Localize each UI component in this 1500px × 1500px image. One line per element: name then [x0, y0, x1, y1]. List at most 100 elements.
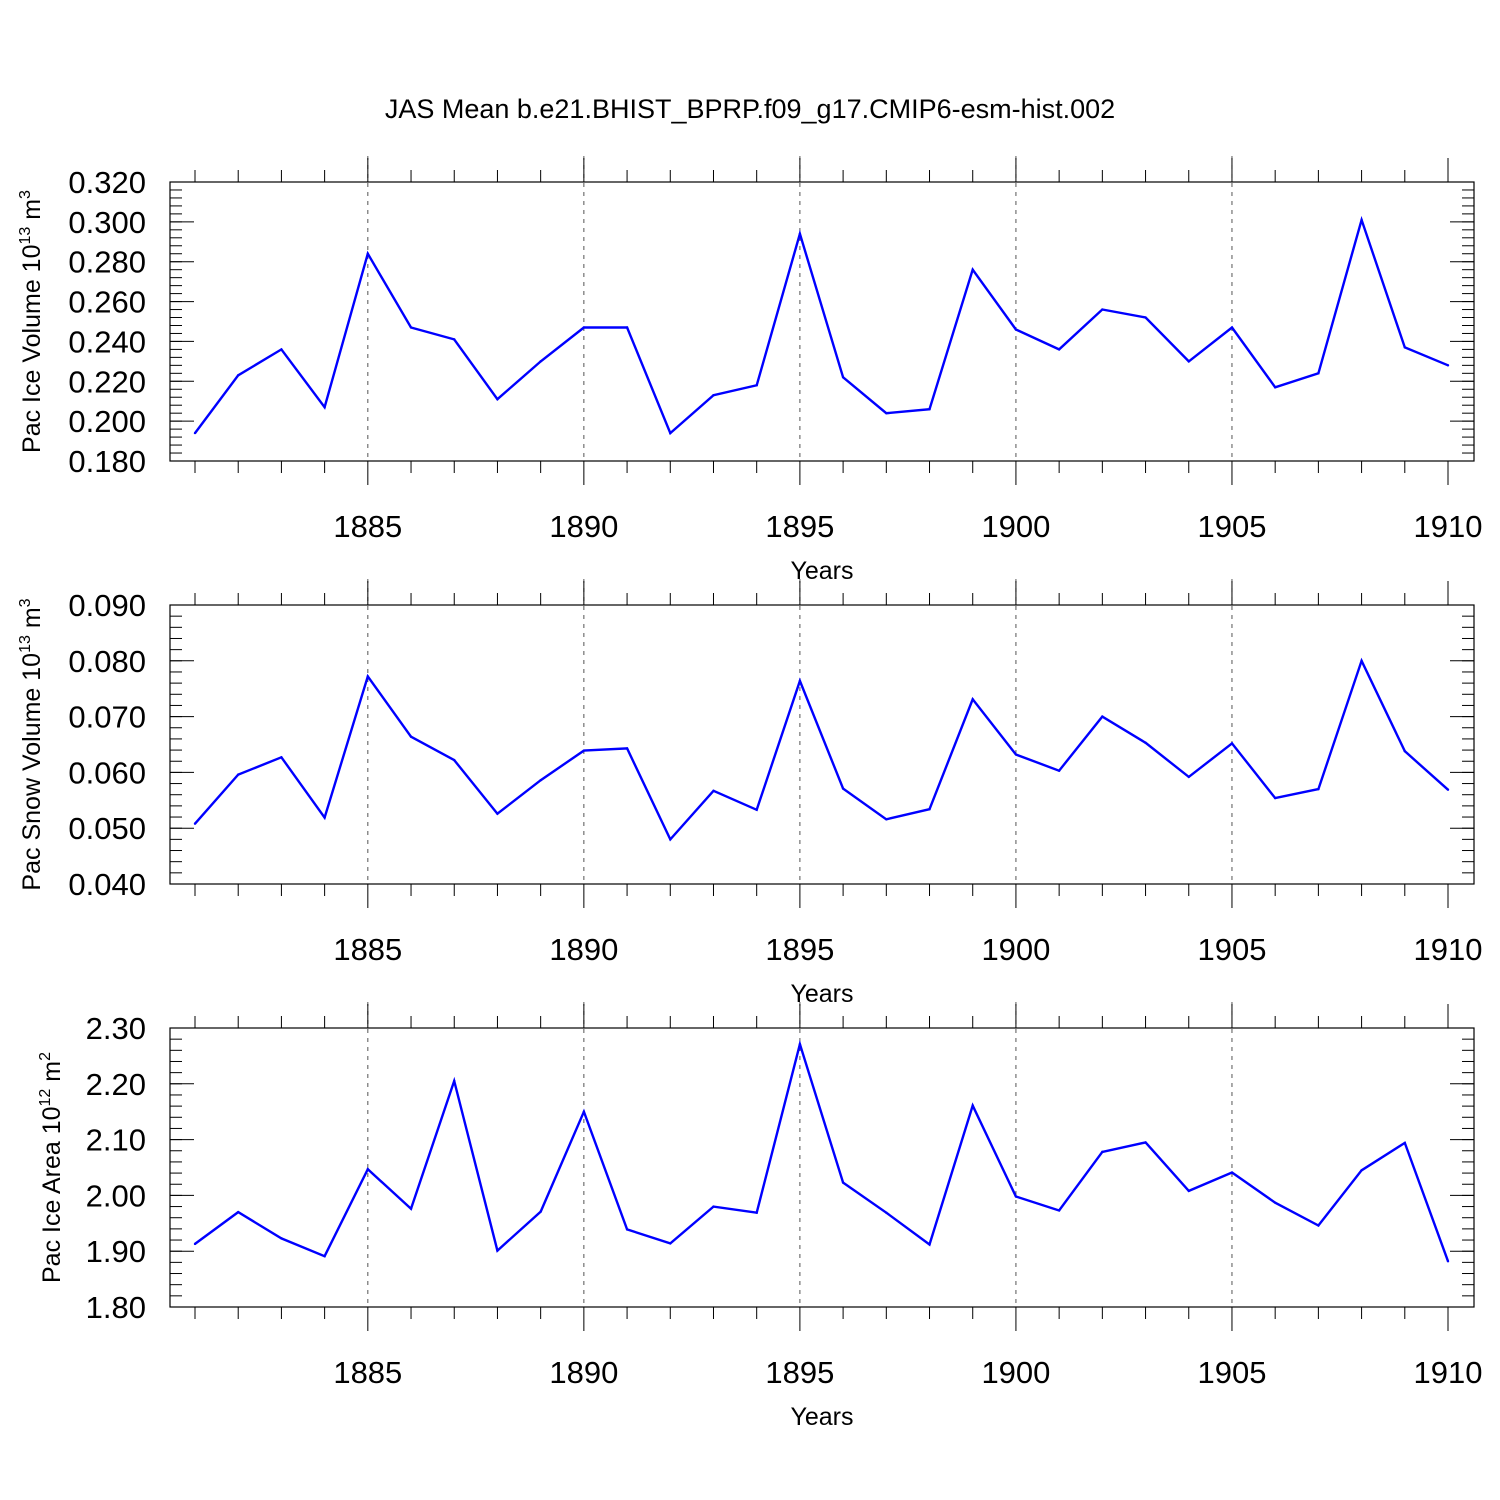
x-tick-label: 1890 [549, 1355, 618, 1390]
data-point [798, 679, 802, 683]
data-point [971, 268, 974, 271]
data-point [1403, 749, 1406, 753]
data-point [798, 232, 802, 236]
x-tick-label: 1910 [1414, 509, 1483, 544]
data-point [1144, 1141, 1147, 1144]
y-tick-label: 2.30 [86, 1011, 146, 1046]
y-tick-label: 1.80 [86, 1290, 146, 1325]
data-point [841, 376, 845, 379]
data-point [1446, 788, 1450, 791]
y-tick-label: 0.320 [68, 165, 146, 200]
y-tick-label: 0.280 [68, 245, 146, 280]
data-point [237, 1210, 240, 1214]
data-point [1273, 386, 1277, 389]
data-point [539, 1210, 542, 1213]
data-point [323, 405, 326, 409]
data-point [280, 348, 283, 351]
data-point [280, 1237, 283, 1240]
y-tick-label: 0.050 [68, 811, 146, 846]
data-point [193, 431, 197, 435]
chart-title: JAS Mean b.e21.BHIST_BPRP.f09_g17.CMIP6-… [385, 94, 1115, 124]
y-tick-label: 0.040 [68, 867, 146, 902]
data-point [625, 326, 629, 329]
data-point [885, 411, 888, 415]
x-tick-label: 1910 [1414, 1355, 1483, 1390]
x-tick-label: 1910 [1414, 932, 1483, 967]
data-point [712, 1205, 715, 1208]
y-tick-label: 0.260 [68, 285, 146, 320]
x-axis-title: Years [790, 557, 853, 585]
data-point [928, 407, 931, 411]
x-tick-label: 1885 [333, 509, 402, 544]
data-point [971, 698, 974, 701]
data-point [193, 822, 197, 825]
data-point [1057, 348, 1061, 351]
data-point [841, 1181, 845, 1184]
data-point [323, 1255, 326, 1258]
x-axis-title: Years [790, 980, 853, 1008]
data-point [366, 252, 370, 255]
data-point [885, 1211, 888, 1214]
data-point [237, 773, 240, 776]
data-point [841, 787, 845, 790]
data-point [409, 735, 413, 738]
data-point [453, 338, 456, 341]
data-point [366, 675, 370, 678]
data-point [1230, 326, 1234, 329]
data-point [409, 1207, 413, 1210]
data-point [582, 749, 586, 752]
x-tick-label: 1900 [981, 509, 1050, 544]
data-point [1360, 1169, 1363, 1172]
data-point [1101, 1150, 1104, 1154]
x-tick-label: 1905 [1197, 1355, 1266, 1390]
data-point [1014, 1195, 1018, 1198]
data-point [366, 1167, 370, 1171]
data-point [755, 1211, 758, 1214]
data-point [755, 808, 758, 811]
y-tick-label: 0.060 [68, 755, 146, 790]
data-point [625, 747, 629, 750]
data-point [755, 384, 758, 387]
data-point [1057, 1209, 1061, 1212]
panel-3: 1.80 1.90 2.00 2.10 2.20 2.30 1885 1890 1895 1900… [37, 1002, 1482, 1431]
data-point [1144, 316, 1147, 319]
data-point [409, 326, 413, 329]
y-tick-label: 0.070 [68, 700, 146, 735]
series-line [194, 657, 1449, 842]
series-line [194, 1039, 1450, 1262]
data-point [712, 394, 715, 397]
plot-frame [169, 1027, 1475, 1308]
y-tick-label: 0.300 [68, 205, 146, 240]
data-point [1317, 787, 1320, 791]
data-point [1187, 775, 1190, 779]
plot-frame [169, 181, 1475, 462]
data-point [1101, 308, 1104, 311]
x-tick-label: 1905 [1197, 932, 1266, 967]
y-tick-label: 2.20 [86, 1067, 146, 1102]
y-tick-label: 2.10 [86, 1123, 146, 1158]
data-point [539, 779, 542, 782]
data-point [1273, 1201, 1277, 1204]
data-point [928, 808, 931, 811]
data-point [669, 838, 672, 841]
data-point [1187, 1189, 1190, 1193]
x-tick-label: 1885 [333, 1355, 402, 1390]
data-point [669, 1242, 672, 1245]
x-tick-label: 1895 [765, 1355, 834, 1390]
y-tick-label: 0.180 [68, 444, 146, 479]
panel-1: 0.180 0.200 0.220 0.240 0.260 0.280 0.300 0.320… [17, 156, 1482, 585]
data-point [453, 758, 456, 762]
data-point [1014, 328, 1018, 331]
data-point [280, 756, 283, 759]
data-point [1446, 1260, 1450, 1263]
x-tick-label: 1890 [549, 509, 618, 544]
data-point [496, 812, 499, 815]
x-axis-title: Years [790, 1403, 853, 1431]
data-point [1101, 715, 1104, 718]
y-tick-label: 0.080 [68, 644, 146, 679]
data-point [712, 789, 715, 793]
data-point [1403, 1141, 1406, 1145]
y-tick-label: 2.00 [86, 1178, 146, 1213]
data-point [928, 1243, 931, 1246]
